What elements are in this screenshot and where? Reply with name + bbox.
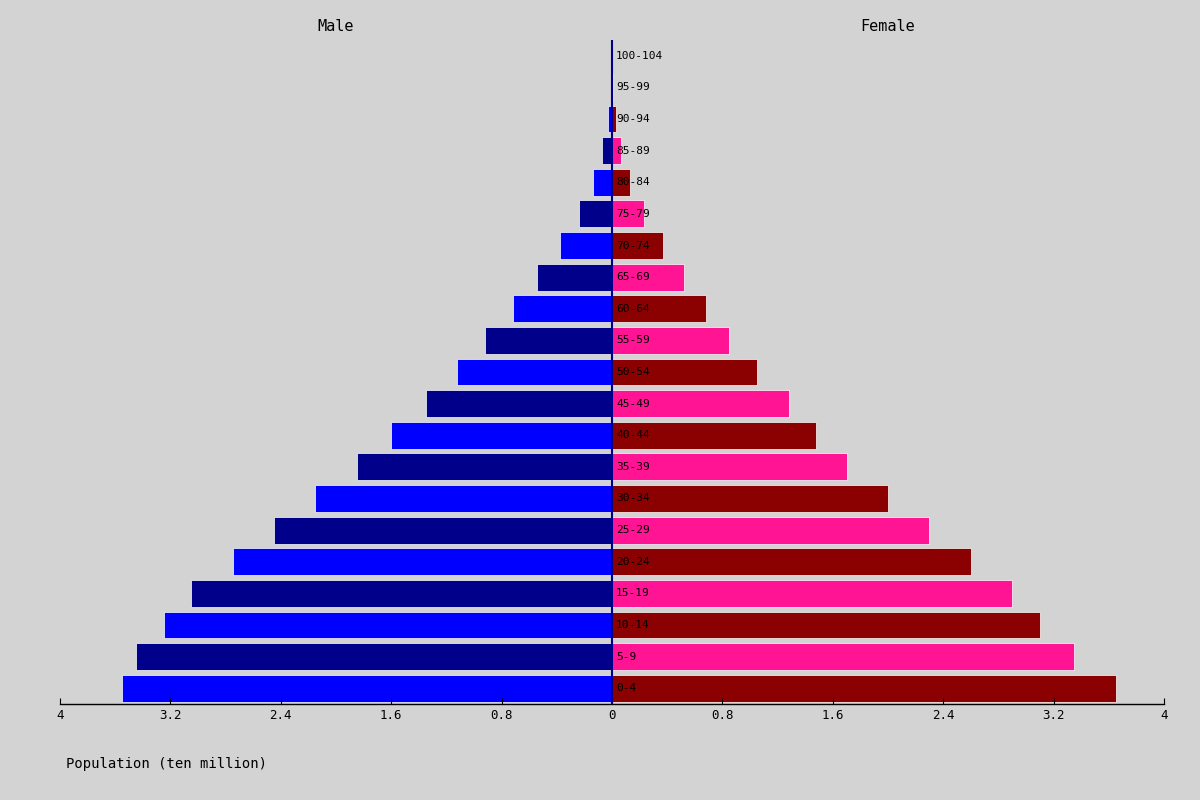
Bar	[233, 548, 612, 575]
Text: 65-69: 65-69	[616, 272, 650, 282]
Bar	[122, 674, 612, 702]
Bar	[612, 580, 1013, 606]
Bar	[608, 106, 612, 133]
Bar	[163, 611, 612, 638]
Text: 30-34: 30-34	[616, 494, 650, 503]
Bar	[274, 517, 612, 543]
Text: 40-44: 40-44	[616, 430, 650, 440]
Bar	[512, 295, 612, 322]
Text: 45-49: 45-49	[616, 398, 650, 409]
Bar	[426, 390, 612, 417]
Text: 90-94: 90-94	[616, 114, 650, 124]
Bar	[457, 358, 612, 386]
Bar	[612, 295, 706, 322]
Text: Population (ten million): Population (ten million)	[66, 757, 266, 771]
Bar	[578, 201, 612, 227]
Bar	[612, 232, 664, 259]
Text: 0-4: 0-4	[616, 683, 636, 693]
Bar	[612, 169, 630, 196]
Text: 10-14: 10-14	[616, 620, 650, 630]
Bar	[612, 485, 888, 512]
Bar	[191, 580, 612, 606]
Bar	[612, 327, 730, 354]
Bar	[612, 264, 684, 290]
Text: 80-84: 80-84	[616, 178, 650, 187]
Bar	[593, 169, 612, 196]
Bar	[611, 74, 612, 101]
Text: 95-99: 95-99	[616, 82, 650, 93]
Text: 25-29: 25-29	[616, 525, 650, 535]
Text: 5-9: 5-9	[616, 651, 636, 662]
Text: Male: Male	[318, 18, 354, 34]
Bar	[356, 454, 612, 480]
Bar	[612, 106, 616, 133]
Bar	[485, 327, 612, 354]
Text: 85-89: 85-89	[616, 146, 650, 156]
Text: 100-104: 100-104	[616, 51, 664, 61]
Bar	[391, 422, 612, 449]
Text: 75-79: 75-79	[616, 209, 650, 219]
Bar	[612, 674, 1116, 702]
Text: 70-74: 70-74	[616, 241, 650, 250]
Text: 15-19: 15-19	[616, 588, 650, 598]
Bar	[612, 517, 930, 543]
Bar	[559, 232, 612, 259]
Bar	[136, 643, 612, 670]
Bar	[612, 74, 613, 101]
Bar	[612, 358, 757, 386]
Text: 35-39: 35-39	[616, 462, 650, 472]
Bar	[612, 201, 643, 227]
Bar	[602, 138, 612, 164]
Bar	[612, 390, 788, 417]
Text: Female: Female	[860, 18, 916, 34]
Bar	[612, 548, 971, 575]
Bar	[612, 611, 1039, 638]
Text: 20-24: 20-24	[616, 557, 650, 566]
Bar	[316, 485, 612, 512]
Bar	[538, 264, 612, 290]
Bar	[612, 138, 620, 164]
Text: 55-59: 55-59	[616, 335, 650, 346]
Text: 50-54: 50-54	[616, 367, 650, 377]
Bar	[612, 643, 1074, 670]
Bar	[612, 422, 816, 449]
Bar	[612, 454, 847, 480]
Text: 60-64: 60-64	[616, 304, 650, 314]
